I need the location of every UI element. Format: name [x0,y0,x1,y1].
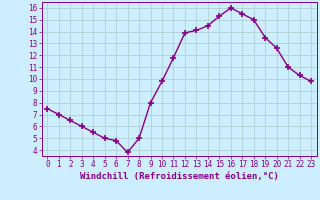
X-axis label: Windchill (Refroidissement éolien,°C): Windchill (Refroidissement éolien,°C) [80,172,279,181]
